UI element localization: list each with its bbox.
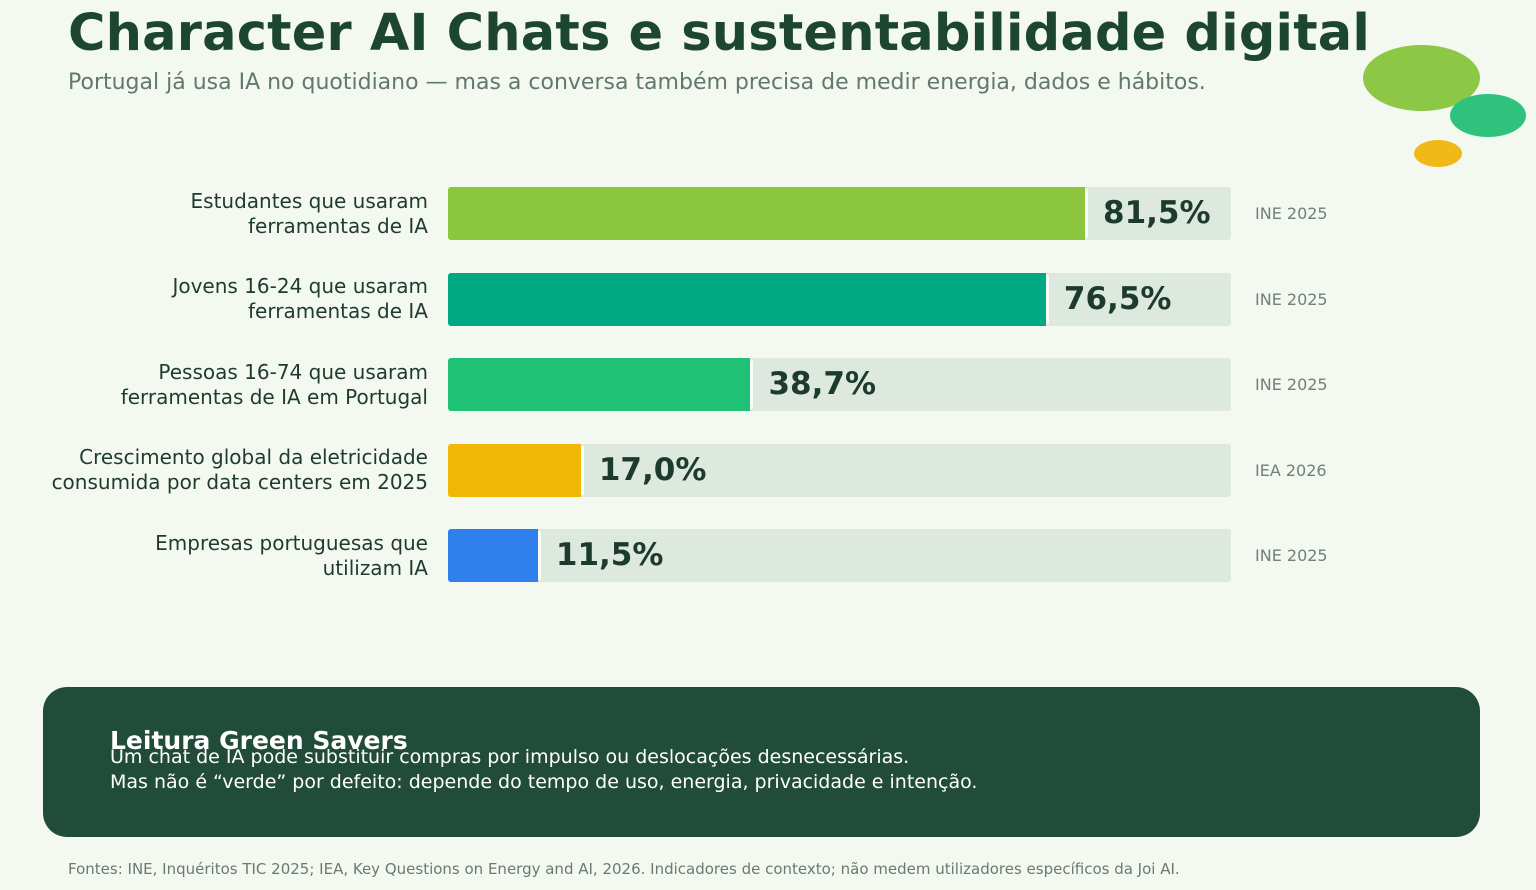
bar-source-label: INE 2025 [1255, 375, 1328, 394]
bar-category-label-line: ferramentas de IA [248, 299, 428, 323]
bar-category-label-line: Estudantes que usaram [190, 188, 428, 213]
bar [448, 358, 754, 411]
bar-source-label: INE 2025 [1255, 289, 1328, 309]
insight-panel-text: Um chat de IA pode substituir compras po… [110, 745, 977, 795]
bar-source-label: INE 2025 [1255, 546, 1328, 565]
bar-category-label-line: consumida por data centers em 2025 [51, 470, 428, 494]
bar-category-label: Empresas portuguesas que utilizam IA [0, 529, 428, 582]
bar-track: 11,5% [448, 529, 1231, 582]
bar-value-label: 17,0% [598, 451, 707, 488]
bar-value-label: 38,7% [768, 366, 877, 402]
insight-line-1: Um chat de IA pode substituir compras po… [110, 746, 910, 768]
decorative-bubble-medium [1450, 94, 1526, 137]
bar-category-label: Jovens 16-24 que usaram ferramentas de IA [0, 273, 428, 326]
bar-category-label: Pessoas 16-74 que usaram ferramentas de I… [0, 358, 428, 411]
bar-category-label: Estudantes que usaram ferramentas de IA [0, 187, 428, 240]
page-title: Character AI Chats e sustentabilidade di… [68, 4, 1371, 63]
bar-category-label-line: Crescimento global da eletricidade [79, 445, 428, 469]
bar-value-label: 11,5% [555, 537, 664, 573]
bar-value-label: 76,5% [1063, 280, 1172, 317]
bar-row: Estudantes que usaram ferramentas de IA 81… [0, 187, 1536, 240]
bar-category-label-line: ferramentas de IA [248, 213, 428, 238]
bar [448, 272, 1049, 326]
insight-panel-title: Leitura Green Savers [110, 726, 408, 755]
bar [448, 187, 1088, 240]
sources-footnote: Fontes: INE, Inquéritos TIC 2025; IEA, K… [68, 860, 1180, 878]
decorative-bubble-small [1414, 140, 1462, 167]
bar-row: Pessoas 16-74 que usaram ferramentas de I… [0, 358, 1536, 411]
bar-track: 76,5% [448, 272, 1231, 326]
bar-track: 81,5% [448, 187, 1231, 240]
bar-track: 38,7% [448, 358, 1231, 411]
bar-row: Crescimento global da eletricidade consum… [0, 443, 1536, 497]
bar-category-label-line: Jovens 16-24 que usaram [172, 274, 428, 298]
insight-line-2: Mas não é “verde” por defeito: depende d… [110, 771, 978, 793]
bar-category-label-line: utilizam IA [322, 555, 428, 580]
bar-track: 17,0% [448, 443, 1231, 497]
insight-panel: Um chat de IA pode substituir compras po… [43, 687, 1480, 837]
horizontal-bar-chart: Estudantes que usaram ferramentas de IA 81… [0, 187, 1536, 582]
bar-category-label-line: Pessoas 16-74 que usaram [158, 359, 428, 384]
bar-value-label: 81,5% [1103, 195, 1211, 231]
bar [448, 529, 541, 582]
bar [448, 443, 584, 497]
page-subtitle: Portugal já usa IA no quotidiano — mas a… [68, 70, 1206, 95]
bar-category-label: Crescimento global da eletricidade consum… [0, 444, 428, 497]
bar-category-label-line: Empresas portuguesas que [155, 530, 428, 555]
bar-category-label-line: ferramentas de IA em Portugal [120, 384, 428, 409]
bar-source-label: INE 2025 [1255, 204, 1328, 223]
bar-row: Empresas portuguesas que utilizam IA 11,5%… [0, 529, 1536, 582]
bar-row: Jovens 16-24 que usaram ferramentas de IA… [0, 272, 1536, 326]
bar-source-label: IEA 2026 [1255, 460, 1327, 480]
